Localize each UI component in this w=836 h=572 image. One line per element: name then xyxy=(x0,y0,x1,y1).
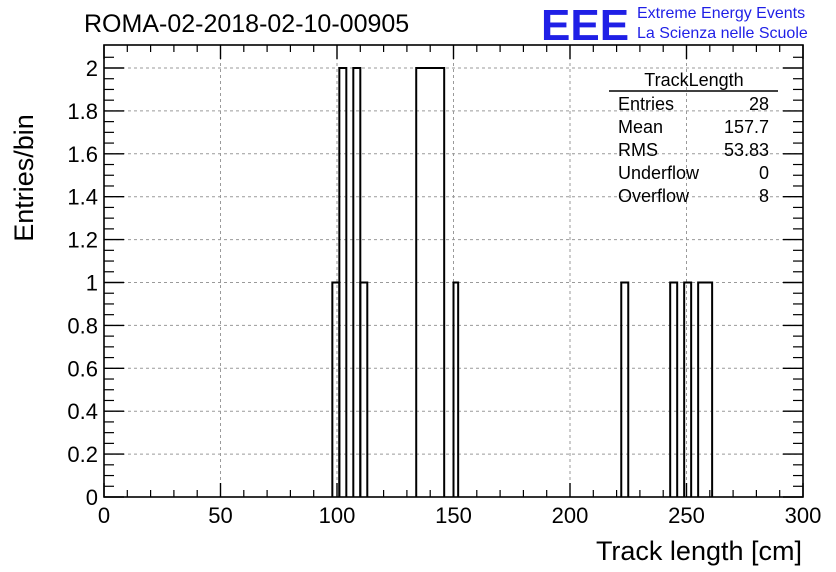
y-tick-label: 0 xyxy=(86,485,98,510)
x-tick-label: 0 xyxy=(98,503,110,528)
y-axis-title: Entries/bin xyxy=(9,114,39,242)
stats-title: TrackLength xyxy=(644,70,743,90)
x-tick-label: 300 xyxy=(785,503,822,528)
x-tick-label: 200 xyxy=(552,503,589,528)
stats-label-overflow: Overflow xyxy=(618,186,690,206)
stats-value-entries: 28 xyxy=(749,94,769,114)
org-name-line2: La Scienza nelle Scuole xyxy=(637,25,808,42)
y-tick-label: 0.6 xyxy=(67,356,98,381)
histogram-bin xyxy=(331,281,341,497)
x-tick-label: 100 xyxy=(319,503,356,528)
stats-box: TrackLength Entries 28 Mean 157.7 RMS 53… xyxy=(609,70,778,206)
histogram-bin xyxy=(683,281,693,497)
y-tick-label: 0.8 xyxy=(67,313,98,338)
stats-value-overflow: 8 xyxy=(759,186,769,206)
y-tick-label: 1.2 xyxy=(67,228,98,253)
run-title: ROMA-02-2018-02-10-00905 xyxy=(84,10,409,38)
x-tick-label: 150 xyxy=(435,503,472,528)
stats-value-mean: 157.7 xyxy=(724,117,769,137)
stats-value-rms: 53.83 xyxy=(724,140,769,160)
histogram-bin xyxy=(452,281,460,497)
plot-frame xyxy=(103,44,804,498)
histogram-bin xyxy=(415,67,446,497)
histogram-series xyxy=(331,67,714,497)
stats-label-underflow: Underflow xyxy=(618,163,700,183)
histogram-bin xyxy=(620,281,630,497)
histogram-bin xyxy=(338,67,348,497)
stats-value-underflow: 0 xyxy=(759,163,769,183)
stats-label-rms: RMS xyxy=(618,140,658,160)
y-tick-labels: 0 0.2 0.4 0.6 0.8 1 1.2 1.4 1.6 1.8 2 xyxy=(67,56,98,510)
y-tick-label: 0.4 xyxy=(67,399,98,424)
histogram-bin xyxy=(669,281,679,497)
x-tick-label: 250 xyxy=(668,503,705,528)
stats-label-entries: Entries xyxy=(618,94,674,114)
y-tick-label: 0.2 xyxy=(67,442,98,467)
org-name-line1: Extreme Energy Events xyxy=(637,5,805,22)
x-tick-label: 50 xyxy=(208,503,232,528)
y-tick-label: 1.8 xyxy=(67,99,98,124)
y-tick-label: 1.6 xyxy=(67,142,98,167)
y-tick-label: 1.4 xyxy=(67,185,98,210)
eee-logo: EEE xyxy=(541,1,629,50)
y-tick-label: 2 xyxy=(86,56,98,81)
y-tick-label: 1 xyxy=(86,271,98,296)
x-tick-labels: 0 50 100 150 200 250 300 xyxy=(98,503,821,528)
histogram-bin xyxy=(359,281,369,497)
stats-label-mean: Mean xyxy=(618,117,663,137)
histogram-bin xyxy=(697,281,714,497)
x-axis-title: Track length [cm] xyxy=(596,536,802,566)
